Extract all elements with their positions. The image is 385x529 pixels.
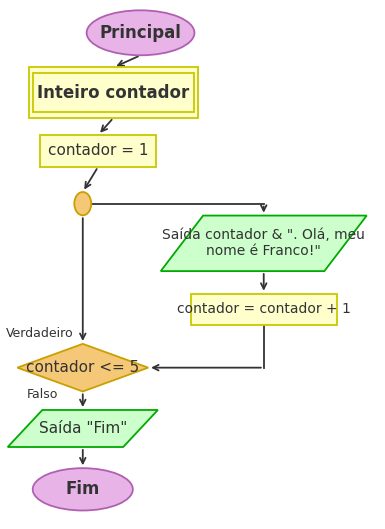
Text: Fim: Fim — [65, 480, 100, 498]
Bar — [191, 294, 337, 325]
Bar — [29, 68, 198, 118]
Text: contador = contador + 1: contador = contador + 1 — [177, 303, 351, 316]
Text: Saída contador & ". Olá, meu
nome é Franco!": Saída contador & ". Olá, meu nome é Fran… — [162, 228, 365, 259]
Text: Principal: Principal — [100, 24, 181, 42]
Text: Falso: Falso — [27, 388, 58, 400]
Circle shape — [74, 192, 91, 215]
Polygon shape — [8, 410, 158, 447]
Text: contador <= 5: contador <= 5 — [26, 360, 139, 375]
Text: Verdadeiro: Verdadeiro — [6, 327, 74, 340]
Text: Saída "Fim": Saída "Fim" — [38, 421, 127, 436]
Polygon shape — [17, 344, 148, 391]
Bar — [40, 135, 156, 167]
Ellipse shape — [87, 11, 194, 56]
Bar — [33, 73, 194, 113]
Ellipse shape — [33, 468, 133, 510]
Polygon shape — [161, 216, 367, 271]
Text: Inteiro contador: Inteiro contador — [37, 84, 190, 102]
Text: contador = 1: contador = 1 — [48, 143, 149, 158]
